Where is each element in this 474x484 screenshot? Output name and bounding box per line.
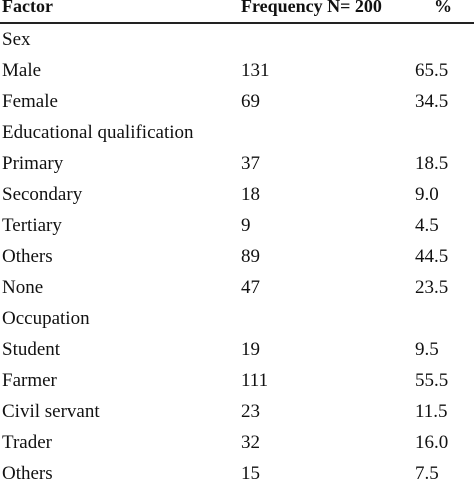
row-factor: Occupation <box>2 308 90 329</box>
row-percent: 44.5 <box>415 246 449 267</box>
header-rule <box>0 22 474 24</box>
row-factor: Sex <box>2 29 31 50</box>
row-percent: 7.5 <box>415 463 439 484</box>
row-factor: Civil servant <box>2 401 100 422</box>
table-row: Occupation <box>0 309 474 340</box>
row-factor: Others <box>2 463 53 484</box>
table-row: Secondary 18 9.0 <box>0 185 474 216</box>
row-frequency: 47 <box>241 277 260 298</box>
table-row: Others 15 7.5 <box>0 464 474 484</box>
header-percent: % <box>434 0 452 16</box>
row-frequency: 69 <box>241 91 260 112</box>
row-factor: None <box>2 277 44 298</box>
table-row: Civil servant 23 11.5 <box>0 402 474 433</box>
row-factor: Male <box>2 60 42 81</box>
header-factor: Factor <box>2 0 53 16</box>
row-percent: 9.0 <box>415 184 439 205</box>
table-row: Primary 37 18.5 <box>0 154 474 185</box>
row-factor: Student <box>2 339 61 360</box>
table-row: Tertiary 9 4.5 <box>0 216 474 247</box>
row-factor: Trader <box>2 432 52 453</box>
row-factor: Others <box>2 246 53 267</box>
table-row: Others 89 44.5 <box>0 247 474 278</box>
row-percent: 11.5 <box>415 401 448 422</box>
row-factor: Tertiary <box>2 215 62 236</box>
table-row: None 47 23.5 <box>0 278 474 309</box>
row-factor: Secondary <box>2 184 83 205</box>
row-percent: 55.5 <box>415 370 449 391</box>
row-frequency: 19 <box>241 339 260 360</box>
row-factor: Educational qualification <box>2 122 194 143</box>
table-header: Factor Frequency N= 200 % <box>0 0 474 22</box>
row-frequency: 15 <box>241 463 260 484</box>
row-frequency: 23 <box>241 401 260 422</box>
table-row: Student 19 9.5 <box>0 340 474 371</box>
table-row: Farmer 111 55.5 <box>0 371 474 402</box>
table-row: Sex <box>0 30 474 61</box>
table-row: Male 131 65.5 <box>0 61 474 92</box>
row-frequency: 32 <box>241 432 260 453</box>
row-frequency: 9 <box>241 215 251 236</box>
row-percent: 9.5 <box>415 339 439 360</box>
header-frequency: Frequency N= 200 <box>241 0 382 16</box>
row-frequency: 111 <box>241 370 269 391</box>
row-percent: 34.5 <box>415 91 449 112</box>
table-row: Female 69 34.5 <box>0 92 474 123</box>
row-percent: 23.5 <box>415 277 449 298</box>
table-row: Educational qualification <box>0 123 474 154</box>
row-factor: Farmer <box>2 370 57 391</box>
row-frequency: 131 <box>241 60 270 81</box>
table-row: Trader 32 16.0 <box>0 433 474 464</box>
row-frequency: 89 <box>241 246 260 267</box>
row-percent: 18.5 <box>415 153 449 174</box>
row-frequency: 37 <box>241 153 260 174</box>
row-percent: 4.5 <box>415 215 439 236</box>
row-factor: Female <box>2 91 58 112</box>
row-frequency: 18 <box>241 184 260 205</box>
row-percent: 16.0 <box>415 432 449 453</box>
row-factor: Primary <box>2 153 64 174</box>
row-percent: 65.5 <box>415 60 449 81</box>
